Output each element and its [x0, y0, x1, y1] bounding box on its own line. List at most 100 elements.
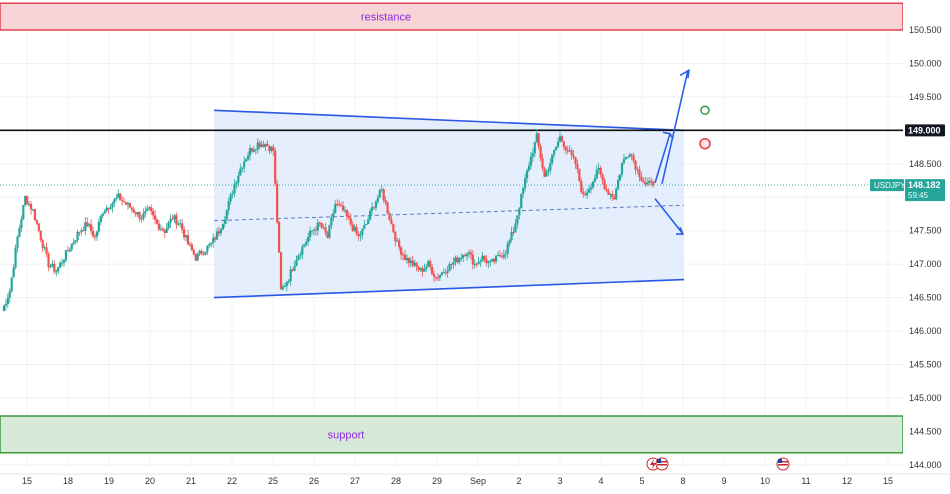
candle-body	[250, 148, 254, 152]
candle-body	[146, 208, 149, 212]
candle-body	[134, 212, 137, 215]
x-tick-label: 22	[227, 476, 237, 486]
projection-arrow-down-head[interactable]	[676, 227, 684, 235]
candle-body	[109, 207, 112, 209]
candle-body	[444, 272, 447, 274]
candle-body	[6, 297, 9, 305]
candle-body	[90, 224, 93, 231]
projection-arrow-up-head[interactable]	[679, 69, 690, 79]
candle-body	[607, 190, 610, 195]
candle-body	[586, 192, 589, 196]
candle-body	[539, 146, 542, 159]
candle-body	[285, 282, 288, 287]
candle-body	[533, 142, 536, 154]
candle-body	[252, 149, 255, 152]
candle-body	[634, 160, 637, 170]
candle-body	[343, 210, 347, 212]
candle-body	[648, 180, 651, 183]
candle-body	[562, 141, 565, 148]
candle-body	[297, 255, 300, 260]
y-tick-label: 145.000	[909, 393, 942, 403]
candle-body	[307, 237, 310, 242]
candle-body	[37, 223, 40, 231]
candle-body	[184, 235, 188, 238]
candle-body	[175, 215, 178, 225]
candle-body	[473, 263, 476, 265]
time-axis[interactable]: 15 18 19 20 21 22 25 26 27 28 29 Sep 2 3 4 5 8 9 10 11 12 15	[0, 470, 950, 494]
candle-body	[183, 229, 186, 238]
candle-body	[415, 262, 418, 267]
x-tick-label: 11	[801, 476, 810, 486]
candle-body	[632, 155, 635, 161]
candle-body	[287, 280, 290, 283]
candle-body	[326, 232, 329, 238]
candle-body	[613, 197, 616, 200]
candle-body	[553, 150, 556, 155]
candle-body	[479, 261, 482, 263]
candle-body	[18, 228, 21, 237]
candle-body	[198, 250, 201, 254]
candle-body	[274, 150, 277, 184]
candle-body	[277, 221, 281, 253]
y-tick-label: 150.500	[909, 25, 942, 35]
candle-body	[591, 181, 595, 188]
candle-body	[39, 230, 42, 240]
projection-arrow-up-short[interactable]	[654, 133, 671, 184]
candle-body	[535, 133, 538, 143]
candle-body	[270, 146, 273, 152]
x-tick-label: 27	[350, 476, 360, 486]
candle-body	[316, 222, 319, 231]
candle-body	[150, 207, 153, 212]
candle-body	[462, 254, 465, 259]
candle-body	[576, 164, 579, 170]
candle-body	[318, 222, 321, 224]
candle-body	[572, 155, 575, 158]
candle-body	[367, 219, 370, 224]
projection-arrows[interactable]	[654, 69, 690, 235]
candle-body	[626, 157, 629, 159]
us-flag-icon[interactable]	[776, 457, 790, 471]
candle-body	[179, 223, 182, 225]
price-axis[interactable]: 150.500150.000149.500149.000148.500148.0…	[903, 0, 950, 494]
candle-body	[328, 225, 331, 238]
candle-body	[617, 179, 620, 189]
event-icons[interactable]	[646, 457, 790, 471]
candle-body	[363, 225, 366, 229]
us-flag-icon[interactable]	[655, 457, 669, 471]
channel-mid-line[interactable]	[213, 204, 685, 222]
candle-body	[223, 219, 226, 225]
candle-body	[140, 218, 143, 220]
candle-body	[595, 170, 598, 179]
candle-body	[560, 136, 564, 142]
candle-body	[295, 259, 298, 266]
candle-body	[155, 219, 159, 224]
x-tick-label: 18	[63, 476, 73, 486]
candle-body	[504, 253, 507, 255]
candle-body	[95, 231, 99, 237]
channel-lower-line[interactable]	[213, 278, 685, 299]
channel-upper-line[interactable]	[213, 109, 685, 132]
candle-body	[413, 262, 416, 266]
candle-body	[320, 222, 323, 228]
candle-body	[541, 158, 544, 169]
projection-arrow-up[interactable]	[661, 69, 689, 185]
candle-body	[68, 249, 71, 252]
candle-body	[161, 228, 164, 231]
current-price-tag: USDJPY 148.182 59:45	[870, 179, 945, 202]
channel-fill	[214, 110, 684, 298]
event-flash-icon[interactable]	[646, 457, 660, 471]
candle-body	[525, 170, 529, 179]
candle-body	[101, 213, 104, 217]
candle-body	[111, 202, 114, 208]
candle-body	[494, 255, 498, 262]
x-tick-label: 25	[268, 476, 278, 486]
candle-body	[200, 250, 203, 255]
candle-body	[153, 215, 157, 220]
candle-body	[446, 271, 449, 273]
candle-body	[409, 260, 412, 263]
candle-body	[450, 263, 453, 265]
candle-body	[171, 218, 174, 220]
current-price-label: 148.182	[908, 180, 941, 190]
projection-arrow-down[interactable]	[654, 198, 684, 235]
